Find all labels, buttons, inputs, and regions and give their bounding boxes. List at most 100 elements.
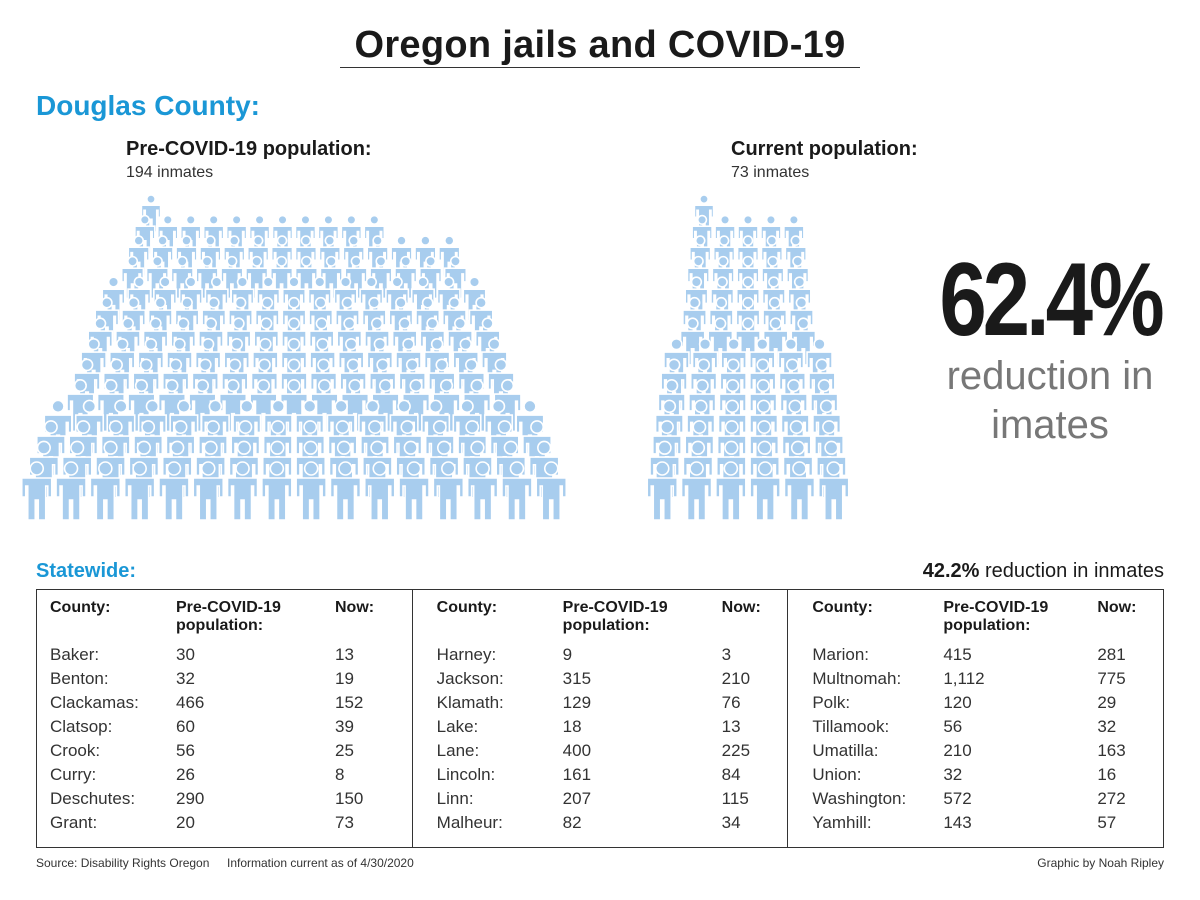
header-now: Now:	[721, 599, 761, 616]
table-row: Curry: 26 8	[37, 765, 412, 789]
cell-pre-covid: 466	[176, 693, 205, 712]
cell-pre-covid: 18	[562, 717, 582, 736]
person-icon	[140, 194, 162, 233]
person-icon	[89, 461, 122, 521]
statewide-reduction-text: reduction in inmates	[979, 560, 1164, 582]
table-row: Yamhill: 143 57	[788, 813, 1163, 837]
header-now: Now:	[335, 599, 375, 616]
reduction-caption-line2: imates	[991, 403, 1109, 447]
table-row: Harney: 9 3	[413, 645, 788, 669]
cell-pre-covid: 82	[562, 813, 582, 832]
cell-now: 32	[1097, 717, 1117, 736]
cell-county: Marion:	[812, 645, 870, 664]
statewide-reduction-value: 42.2%	[922, 560, 980, 582]
table-row: Washington: 572 272	[788, 789, 1163, 813]
cell-pre-covid: 207	[562, 789, 592, 808]
cell-now: 152	[335, 693, 364, 712]
cell-now: 39	[335, 717, 354, 736]
cell-now: 225	[721, 741, 751, 760]
cell-county: Benton:	[50, 669, 109, 688]
pre-covid-label: Pre-COVID-19 population:	[126, 138, 372, 160]
cell-county: Linn:	[436, 789, 474, 808]
table-row: Grant: 20 73	[37, 813, 412, 837]
person-icon	[715, 461, 747, 521]
cell-county: Clackamas:	[50, 693, 139, 712]
pre-covid-count: 194 inmates	[126, 164, 214, 181]
person-icon	[535, 461, 568, 521]
table-row: Clackamas: 466 152	[37, 693, 412, 717]
header-county: County:	[812, 599, 873, 616]
cell-now: 3	[721, 645, 732, 664]
reduction-percentage: 62.4%	[939, 242, 1164, 358]
cell-pre-covid: 210	[943, 741, 972, 760]
table-row: Lincoln: 161 84	[413, 765, 788, 789]
cell-county: Klamath:	[436, 693, 504, 712]
cell-now: 210	[721, 669, 751, 688]
cell-county: Washington:	[812, 789, 907, 808]
table-row: Tillamook: 56 32	[788, 717, 1163, 741]
person-icon	[783, 461, 816, 521]
header-pre-covid-line2: population:	[176, 617, 264, 634]
cell-pre-covid: 315	[562, 669, 592, 688]
person-icon	[226, 461, 259, 521]
table-row: Lake: 18 13	[413, 717, 788, 741]
title-underline	[340, 67, 860, 68]
cell-now: 29	[1097, 693, 1117, 712]
table-row: Deschutes: 290 150	[37, 789, 412, 813]
cell-now: 76	[721, 693, 741, 712]
cell-county: Umatilla:	[812, 741, 879, 760]
header-county: County:	[436, 599, 498, 616]
cell-pre-covid: 9	[562, 645, 573, 664]
table-row: Crook: 56 25	[37, 741, 412, 765]
person-icon	[123, 461, 156, 521]
cell-now: 16	[1097, 765, 1117, 784]
table-row: Umatilla: 210 163	[788, 741, 1163, 765]
cell-now: 57	[1097, 813, 1117, 832]
cell-county: Lincoln:	[436, 765, 496, 784]
person-icon	[192, 461, 225, 521]
cell-pre-covid: 400	[562, 741, 592, 760]
cell-pre-covid: 143	[943, 813, 972, 832]
person-icon	[817, 461, 850, 521]
header-pre-covid-line1: Pre-COVID-19	[943, 599, 1049, 616]
reduction-caption: reduction in imates	[905, 352, 1195, 450]
cell-pre-covid: 290	[176, 789, 205, 808]
cell-county: Malheur:	[436, 813, 503, 832]
cell-pre-covid: 161	[562, 765, 592, 784]
cell-now: 25	[335, 741, 354, 760]
cell-county: Tillamook:	[812, 717, 890, 736]
current-crowd	[646, 194, 850, 521]
current-count: 73 inmates	[731, 164, 810, 181]
cell-pre-covid: 32	[176, 669, 195, 688]
current-label: Current population:	[731, 138, 918, 160]
table-row: Malheur: 82 34	[413, 813, 788, 837]
cell-pre-covid: 129	[562, 693, 592, 712]
cell-pre-covid: 30	[176, 645, 195, 664]
cell-pre-covid: 56	[943, 717, 963, 736]
graphic-credit: Graphic by Noah Ripley	[1037, 856, 1164, 870]
person-icon	[295, 461, 327, 521]
page-title: Oregon jails and COVID-19	[354, 24, 846, 66]
source-note: Source: Disability Rights Oregon	[36, 856, 210, 870]
person-icon	[398, 461, 430, 521]
table-row: Jackson: 315 210	[413, 669, 788, 693]
cell-county: Grant:	[50, 813, 98, 832]
cell-county: Crook:	[50, 741, 101, 760]
cell-pre-covid: 32	[943, 765, 963, 784]
table-row: Baker: 30 13	[37, 645, 412, 669]
table-row: Lane: 400 225	[413, 741, 788, 765]
statewide-table: County: Pre-COVID-19 population: Now: Baker:…	[36, 589, 1164, 848]
cell-now: 115	[721, 789, 749, 808]
statewide-reduction: 42.2% reduction in inmates	[923, 560, 1164, 583]
cell-county: Curry:	[50, 765, 97, 784]
table-row: Union: 32 16	[788, 765, 1163, 789]
cell-pre-covid: 26	[176, 765, 195, 784]
cell-now: 272	[1097, 789, 1126, 808]
header-now: Now:	[1097, 599, 1137, 616]
person-icon	[432, 461, 465, 521]
table-row: Benton: 32 19	[37, 669, 412, 693]
table-column-2: County: Pre-COVID-19 population: Now: Harney…	[411, 590, 788, 847]
cell-county: Harney:	[436, 645, 497, 664]
person-icon	[680, 461, 713, 521]
county-heading: Douglas County:	[36, 90, 260, 121]
